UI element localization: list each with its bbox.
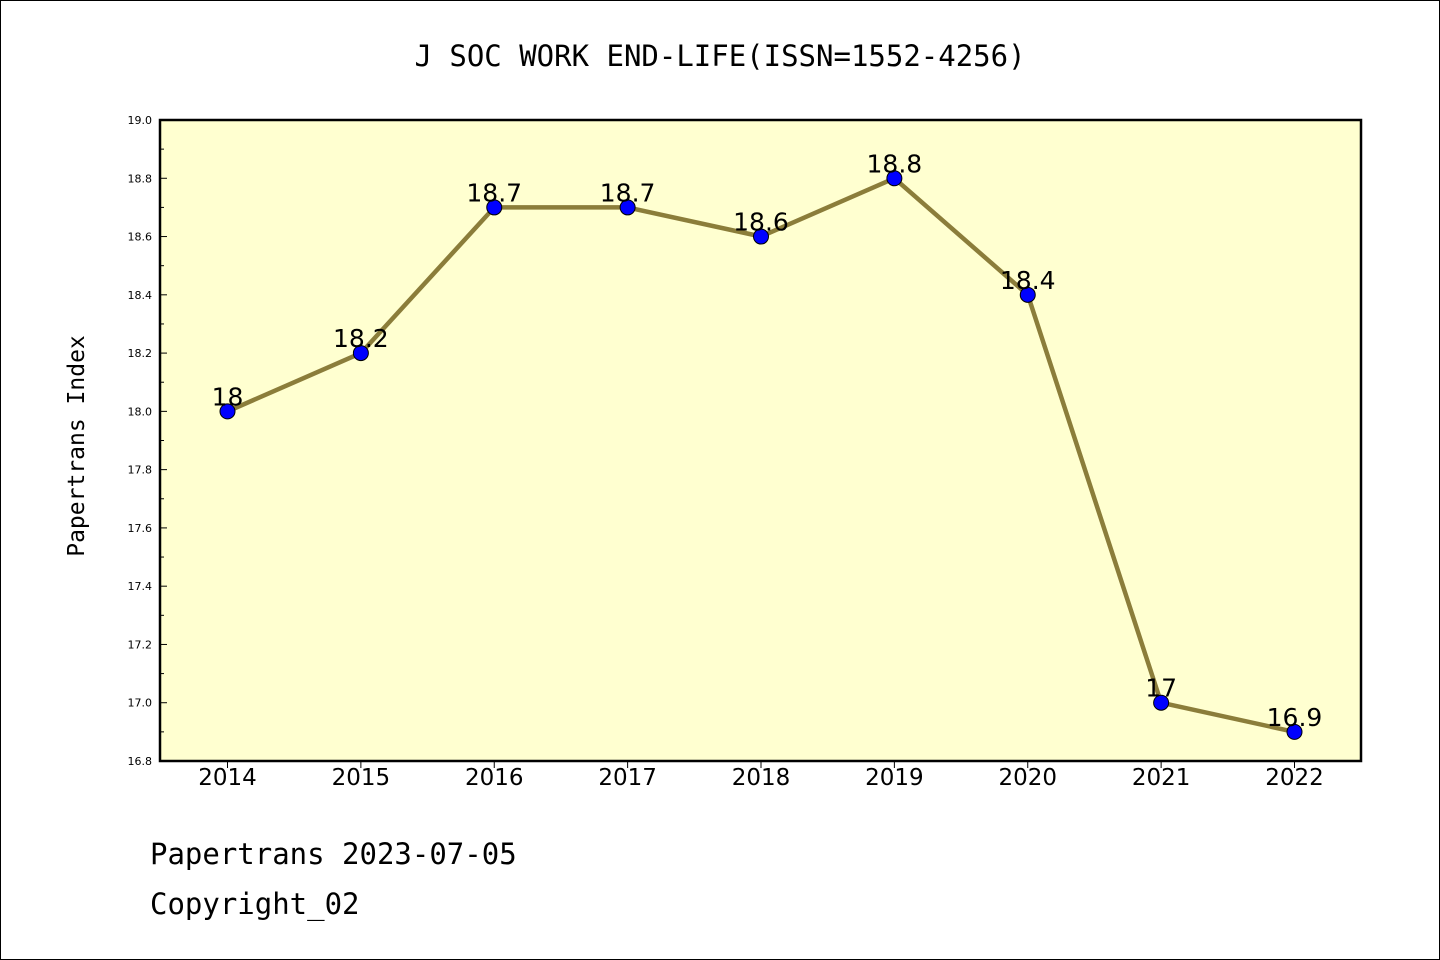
y-tick-label: 17.2 [128, 638, 153, 651]
y-tick-label: 18.6 [128, 231, 153, 244]
data-label: 18.4 [1000, 266, 1056, 295]
x-axis: 2014 2015 2016 2017 2018 2019 2020 2021 2022 [198, 761, 1324, 791]
y-tick-label: 17.8 [128, 464, 153, 477]
data-point [219, 403, 236, 420]
chart-title: J SOC WORK END-LIFE(ISSN=1552-4256) [414, 39, 1025, 73]
x-tick-label: 2022 [1265, 765, 1324, 791]
data-point [1153, 694, 1170, 711]
data-label: 18.7 [600, 178, 656, 207]
data-label: 18.8 [867, 149, 923, 178]
x-tick-label: 2019 [865, 765, 924, 791]
y-tick-label: 18.0 [128, 405, 153, 418]
data-label: 18.7 [466, 178, 522, 207]
x-tick-label: 2015 [332, 765, 391, 791]
y-axis: 16.8 17.0 17.2 17.4 17.6 17.8 18.0 18.2 18.4 18.6… [128, 114, 167, 768]
x-tick-label: 2018 [732, 765, 791, 791]
data-label: 18.6 [733, 208, 789, 237]
data-label: 16.9 [1267, 703, 1323, 732]
x-tick-label: 2017 [598, 765, 657, 791]
data-label: 17 [1145, 674, 1177, 703]
y-tick-label: 17.4 [128, 580, 153, 593]
y-axis-label: Papertrans Index [64, 335, 90, 557]
x-tick-label: 2016 [465, 765, 524, 791]
y-tick-label: 19.0 [128, 114, 153, 127]
footer-copyright: Copyright_02 [150, 887, 360, 922]
data-labels: 18 18.2 18.7 18.7 18.6 18.8 18.4 17 16.9 [212, 149, 1323, 732]
series-group [219, 170, 1303, 740]
y-tick-label: 18.4 [128, 289, 153, 302]
plot-area [160, 120, 1361, 761]
data-point [619, 199, 636, 216]
data-point [352, 345, 369, 362]
y-tick-label: 16.8 [128, 755, 153, 768]
footer-date: Papertrans 2023-07-05 [150, 837, 517, 871]
data-point [486, 199, 503, 216]
x-tick-label: 2021 [1132, 765, 1191, 791]
data-point [753, 228, 769, 245]
y-tick-label: 18.2 [128, 347, 153, 360]
data-point [886, 170, 903, 187]
y-tick-label: 17.6 [128, 522, 153, 535]
data-label: 18 [212, 382, 244, 411]
plot-border [158, 118, 1363, 763]
x-tick-label: 2014 [198, 765, 257, 791]
data-point [1286, 723, 1303, 740]
x-tick-label: 2020 [998, 765, 1057, 791]
y-tick-label: 17.0 [128, 697, 153, 710]
y-tick-label: 18.8 [128, 172, 153, 185]
data-point [1019, 286, 1036, 303]
data-label: 18.2 [333, 324, 389, 353]
